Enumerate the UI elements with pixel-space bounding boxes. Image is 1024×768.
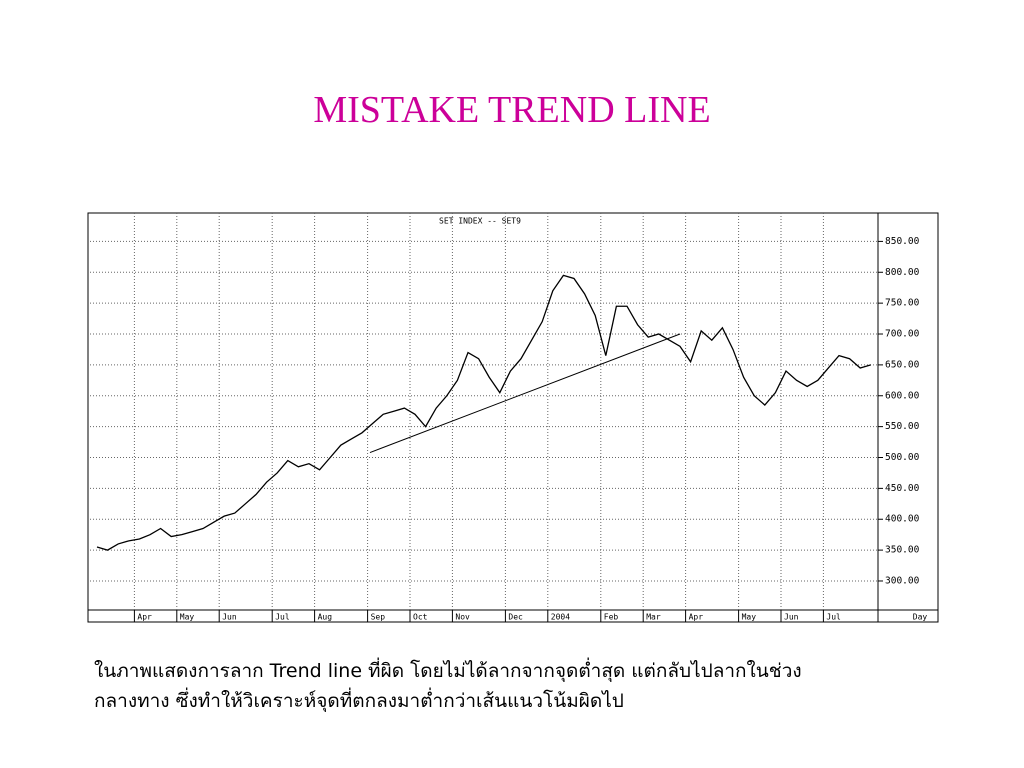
y-tick-label: 450.00 xyxy=(885,483,920,494)
caption-line: ในภาพแสดงการลาก Trend line ที่ผิด โดยไม่… xyxy=(94,660,802,682)
y-tick-label: 800.00 xyxy=(885,267,920,278)
y-tick-label: 350.00 xyxy=(885,545,920,556)
x-tick-label: Nov xyxy=(455,613,470,622)
x-tick-label: Jul xyxy=(826,613,841,622)
x-tick-label: Apr xyxy=(689,613,704,622)
x-tick-label: Oct xyxy=(413,613,428,622)
x-tick-label: Apr xyxy=(137,613,152,622)
x-tick-label: Jul xyxy=(275,613,290,622)
trend-line xyxy=(369,333,681,454)
x-tick-label: Sep xyxy=(371,613,386,622)
chart-frame xyxy=(87,212,939,623)
caption: ในภาพแสดงการลาก Trend line ที่ผิด โดยไม่… xyxy=(94,656,802,716)
x-tick-label: May xyxy=(742,613,757,622)
x-tick-label: Mar xyxy=(646,613,661,622)
x-tick-label: Dec xyxy=(508,613,523,622)
x-tick-label: May xyxy=(180,613,195,622)
x-tick-label: 2004 xyxy=(551,613,570,622)
y-tick-label: 600.00 xyxy=(885,390,920,401)
y-tick-label: 550.00 xyxy=(885,421,920,432)
y-tick-label: 500.00 xyxy=(885,452,920,463)
x-tick-label: Jun xyxy=(222,613,237,622)
caption-line: กลางทาง ซึ่งทำให้วิเคราะห์จุดที่ตกลงมาต่… xyxy=(94,690,624,712)
y-tick-label: 850.00 xyxy=(885,236,920,247)
chart-title: SET INDEX -- SET9 xyxy=(439,217,521,226)
x-tick-label: Feb xyxy=(604,613,619,622)
y-tick-label: 750.00 xyxy=(885,298,920,309)
x-tick-label: Aug xyxy=(318,613,333,622)
slide-title: MISTAKE TREND LINE xyxy=(313,89,711,131)
y-tick-label: 700.00 xyxy=(885,329,920,340)
y-tick-label: 650.00 xyxy=(885,359,920,370)
x-tick-label: Jun xyxy=(784,613,799,622)
price-line xyxy=(96,274,871,551)
y-tick-label: 300.00 xyxy=(885,575,920,586)
x-axis-label: Day xyxy=(913,613,928,622)
y-tick-label: 400.00 xyxy=(885,514,920,525)
chart: SET INDEX -- SET9 Day 300.00 350.00 400.00… xyxy=(87,212,939,623)
